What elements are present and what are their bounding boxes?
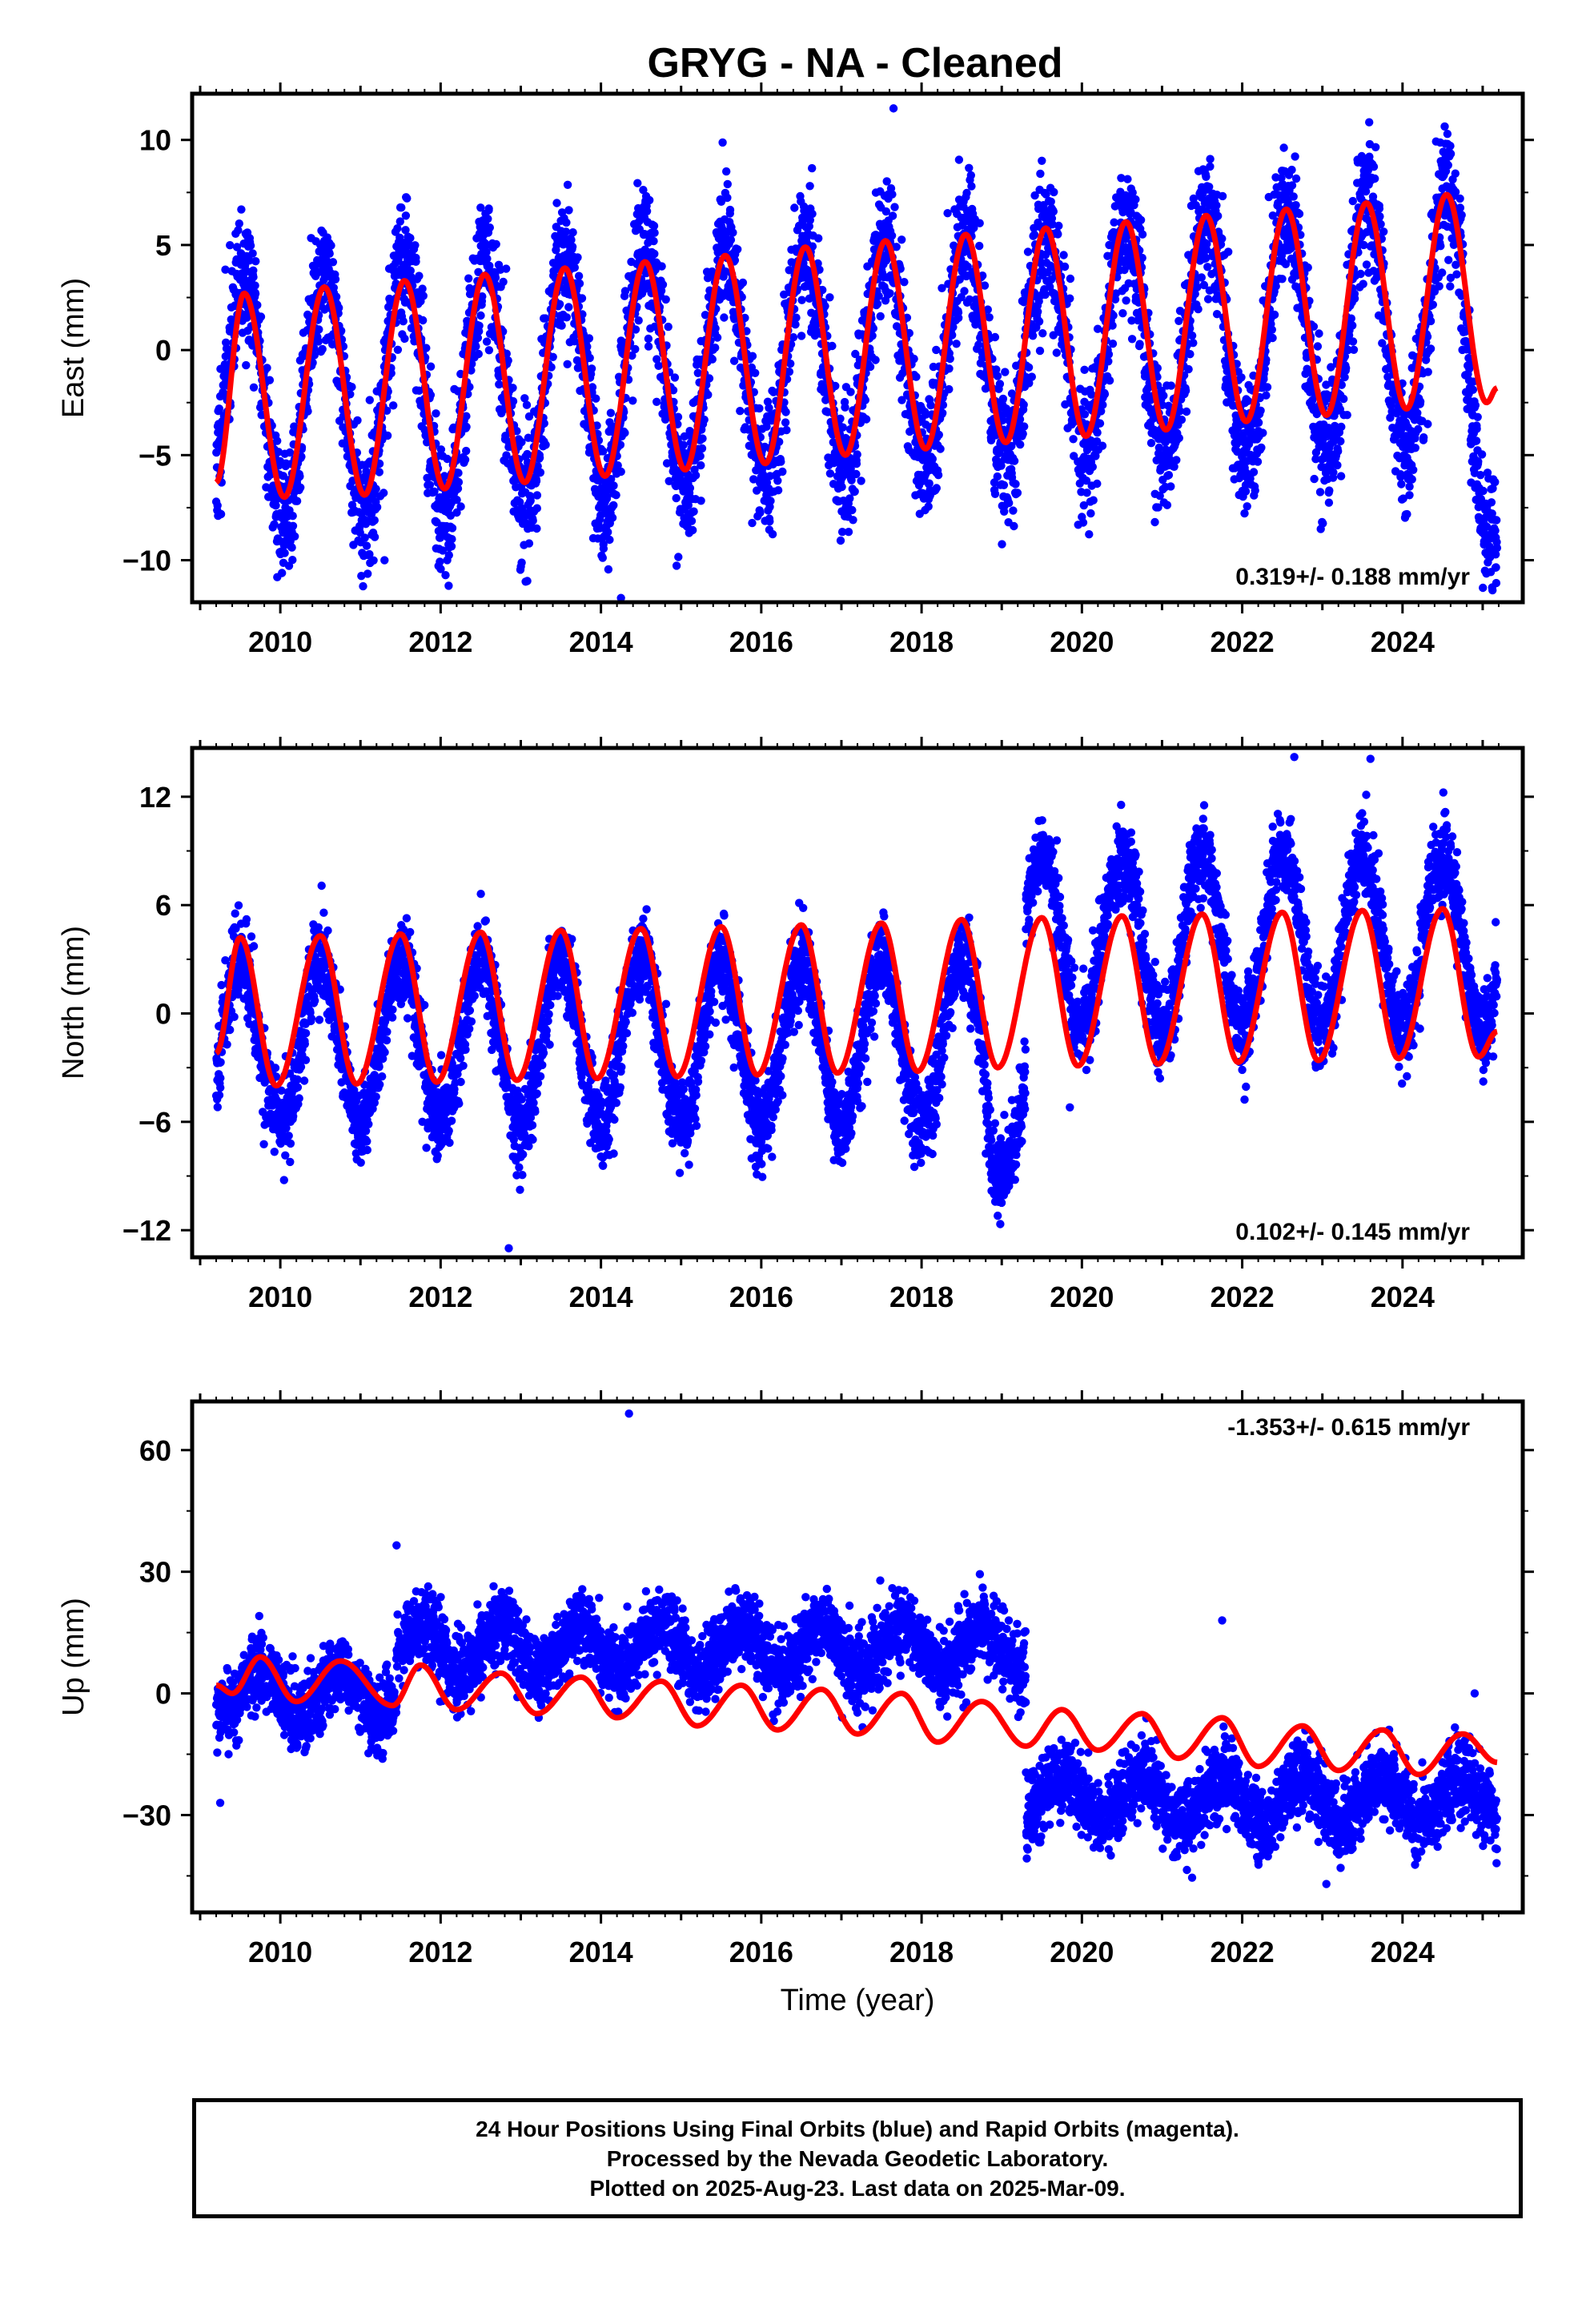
x-tick-label: 2020 [1050, 625, 1114, 658]
rate-annotation: -1.353+/- 0.615 mm/yr [1227, 1414, 1470, 1441]
outlier-point [1470, 1689, 1480, 1698]
x-tick-label: 2012 [408, 625, 472, 658]
model-fit-line [214, 191, 1499, 501]
x-tick-label: 2018 [889, 1936, 954, 1968]
x-tick-label: 2020 [1050, 1936, 1114, 1968]
y-axis-label: North (mm) [57, 926, 90, 1080]
y-tick-label: 60 [139, 1434, 171, 1467]
outlier-point [504, 1244, 513, 1252]
caption-line-2: Processed by the Nevada Geodetic Laborat… [606, 2145, 1109, 2171]
y-tick-label: −6 [139, 1106, 171, 1139]
x-axis-label: Time (year) [781, 1984, 935, 2017]
figure-title: GRYG - NA - Cleaned [647, 40, 1062, 86]
outlier-point [380, 556, 389, 565]
y-tick-label: −5 [139, 439, 171, 472]
x-tick-label: 2014 [569, 1281, 633, 1313]
outlier-point [1290, 753, 1299, 762]
x-tick-label: 2022 [1211, 1281, 1275, 1313]
north-panel: −12 −6 0 6 12 2010 2012 2014 2016 2018 2020 2022 202… [57, 737, 1534, 1313]
outlier-point [624, 1409, 633, 1418]
up-panel: −30 0 30 60 2010 2012 2014 2016 2018 2020 2022 2024… [57, 1390, 1534, 2017]
y-tick-label: −12 [122, 1214, 171, 1247]
outlier-point [1322, 1880, 1331, 1888]
x-tick-label: 2018 [889, 625, 954, 658]
data-points [211, 104, 1502, 602]
rate-annotation: 0.319+/- 0.188 mm/yr [1235, 564, 1470, 590]
caption-box: 24 Hour Positions Using Final Orbits (bl… [192, 2098, 1523, 2218]
x-tick-label: 2020 [1050, 1281, 1114, 1313]
x-tick-label: 2014 [569, 625, 633, 658]
y-tick-label: 30 [139, 1556, 171, 1589]
x-tick-label: 2010 [248, 625, 312, 658]
y-axis-label: East (mm) [57, 278, 90, 418]
rate-annotation: 0.102+/- 0.145 mm/yr [1235, 1219, 1470, 1245]
outlier-point [889, 104, 898, 113]
x-tick-label: 2012 [408, 1936, 472, 1968]
outlier-point [1066, 1103, 1074, 1112]
x-tick-label: 2014 [569, 1936, 633, 1968]
x-tick-label: 2024 [1371, 1936, 1435, 1968]
x-tick-label: 2024 [1371, 1281, 1435, 1313]
x-tick-label: 2022 [1211, 1936, 1275, 1968]
model-fit-line [215, 1654, 1499, 1778]
model-fit-line [215, 906, 1499, 1089]
outlier-point [616, 593, 625, 602]
x-tick-label: 2010 [248, 1281, 312, 1313]
y-tick-label: 12 [139, 781, 171, 814]
x-tick-label: 2016 [729, 1936, 793, 1968]
y-tick-label: 10 [139, 124, 171, 157]
x-tick-label: 2022 [1211, 625, 1275, 658]
y-tick-label: 5 [155, 229, 171, 262]
y-tick-label: 0 [155, 1678, 171, 1711]
outlier-point [1218, 1616, 1227, 1625]
x-tick-label: 2016 [729, 1281, 793, 1313]
x-tick-label: 2012 [408, 1281, 472, 1313]
y-tick-label: 0 [155, 998, 171, 1031]
x-tick-label: 2010 [248, 1936, 312, 1968]
y-tick-label: −10 [122, 545, 171, 577]
x-tick-label: 2018 [889, 1281, 954, 1313]
outlier-point [215, 1799, 225, 1807]
outlier-point [1366, 754, 1375, 763]
y-axis-label: Up (mm) [57, 1598, 90, 1716]
outlier-point [392, 1541, 401, 1550]
y-tick-label: −30 [122, 1799, 171, 1831]
data-points [211, 1409, 1502, 1888]
outlier-point [994, 1211, 1002, 1220]
caption-line-3: Plotted on 2025-Aug-23. Last data on 202… [589, 2175, 1126, 2201]
caption-line-1: 24 Hour Positions Using Final Orbits (bl… [476, 2116, 1239, 2141]
y-tick-label: 6 [155, 889, 171, 922]
east-panel: −10 −5 0 5 10 2010 2012 2014 2016 2018 2020 2022 202… [57, 82, 1534, 658]
y-tick-label: 0 [155, 334, 171, 367]
x-tick-label: 2024 [1371, 625, 1435, 658]
x-tick-label: 2016 [729, 625, 793, 658]
